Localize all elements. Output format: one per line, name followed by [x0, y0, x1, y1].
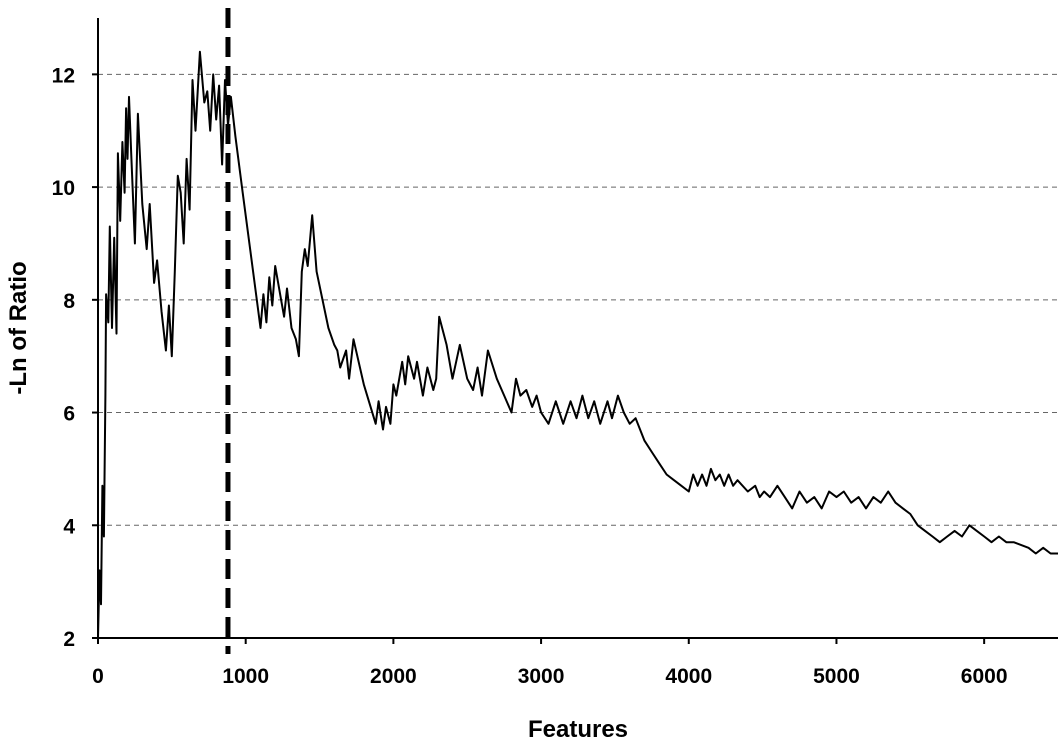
y-tick-label: 10	[52, 177, 75, 200]
y-axis-label: -Ln of Ratio	[5, 261, 32, 394]
x-tick-label: 5000	[813, 665, 860, 688]
x-tick-label: 6000	[961, 665, 1008, 688]
x-tick-label: 1000	[222, 665, 269, 688]
x-tick-label: 0	[92, 665, 104, 688]
axes	[97, 18, 1058, 639]
y-tick-label: 2	[63, 628, 75, 651]
x-tick-label: 2000	[370, 665, 417, 688]
y-tick-label: 12	[52, 64, 75, 87]
x-axis-label: Features	[528, 716, 628, 743]
x-ticks: 0 1000 2000 3000 4000 5000 6000	[92, 638, 1008, 688]
gridlines	[98, 73, 1058, 526]
y-tick-label: 4	[63, 515, 75, 538]
y-ticks: 2 4 6 8 10 12	[52, 64, 98, 651]
series-line	[97, 50, 1058, 639]
y-tick-label: 6	[63, 403, 75, 426]
x-tick-label: 4000	[665, 665, 712, 688]
y-tick-label: 8	[63, 290, 75, 313]
x-tick-label: 3000	[518, 665, 565, 688]
